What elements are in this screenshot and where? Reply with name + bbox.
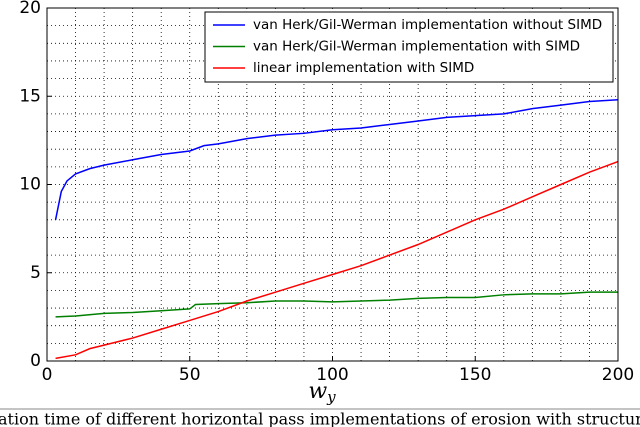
x-axis-label: wy <box>308 379 336 406</box>
legend-box <box>204 11 614 83</box>
y-tick-label: 15 <box>19 86 41 106</box>
series-line <box>55 291 618 318</box>
legend-label: linear implementation with SIMD <box>253 60 474 76</box>
x-tick-label: 150 <box>459 365 491 385</box>
legend: van Herk/Gil-Werman implementation witho… <box>204 11 614 83</box>
x-tick-label: 200 <box>602 365 634 385</box>
y-tick-label: 0 <box>30 351 41 371</box>
caption: ation time of different horizontal pass … <box>0 410 640 427</box>
series-line <box>54 99 619 220</box>
x-tick-label: 0 <box>42 365 53 385</box>
legend-label: van Herk/Gil-Werman implementation witho… <box>253 17 602 33</box>
y-tick-label: 5 <box>30 263 41 283</box>
y-tick-label: 10 <box>19 175 41 195</box>
x-tick-label: 100 <box>316 365 348 385</box>
x-axis-label-subscript: y <box>326 388 336 406</box>
x-tick-label: 50 <box>179 365 201 385</box>
x-axis-label-base: w <box>308 379 327 404</box>
y-tick-label: 20 <box>19 0 41 18</box>
series-line <box>55 160 619 360</box>
legend-label: van Herk/Gil-Werman implementation with … <box>253 39 580 55</box>
plot-frame <box>46 7 619 362</box>
